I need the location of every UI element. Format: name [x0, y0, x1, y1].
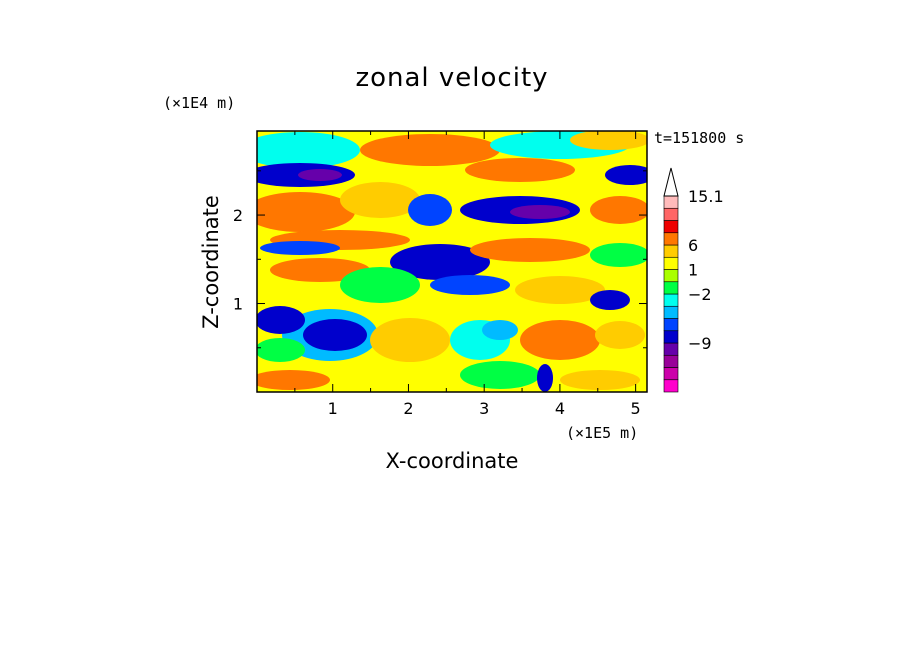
colorbar-swatch [663, 195, 679, 209]
y-tick-label: 2 [233, 206, 243, 225]
colorbar-swatch [663, 367, 679, 381]
colorbar-label: −2 [688, 285, 712, 304]
colorbar-swatch [663, 281, 679, 295]
colorbar-swatch [663, 244, 679, 258]
colorbar-arrow [663, 167, 679, 197]
y-axis-unit: (×1E4 m) [163, 94, 235, 112]
colorbar-swatch [663, 342, 679, 356]
colorbar-label: 1 [688, 261, 698, 280]
y-tick-label: 1 [233, 295, 243, 314]
colorbar-swatch [663, 269, 679, 283]
colorbar-swatch [663, 318, 679, 332]
time-label: t=151800 s [654, 129, 744, 147]
colorbar-swatch [663, 220, 679, 234]
colorbar-swatch [663, 232, 679, 246]
x-tick-label: 2 [403, 399, 413, 418]
plot-area [256, 130, 648, 393]
colorbar-label: −9 [688, 334, 712, 353]
colorbar-label: 6 [688, 236, 698, 255]
colorbar-swatch [663, 207, 679, 221]
y-axis-label: Z-coordinate [199, 195, 223, 329]
x-tick-label: 5 [631, 399, 641, 418]
y-axis: 12 [233, 170, 647, 393]
x-axis-label: X-coordinate [386, 449, 519, 473]
colorbar: 15.1 6 1 −2 −9 [663, 167, 724, 393]
colorbar-swatch [663, 256, 679, 270]
chart-title: zonal velocity [355, 63, 548, 93]
colorbar-swatch [663, 330, 679, 344]
x-tick-label: 4 [555, 399, 565, 418]
x-axis-unit: (×1E5 m) [566, 424, 638, 442]
colorbar-swatch [663, 293, 679, 307]
x-tick-label: 3 [479, 399, 489, 418]
x-tick-label: 1 [328, 399, 338, 418]
colorbar-swatch [663, 305, 679, 319]
colorbar-swatch [663, 354, 679, 368]
x-axis: 1 2 3 4 5 [256, 131, 641, 418]
colorbar-label: 15.1 [688, 187, 724, 206]
colorbar-swatch [663, 379, 679, 393]
contour-field [257, 131, 647, 392]
